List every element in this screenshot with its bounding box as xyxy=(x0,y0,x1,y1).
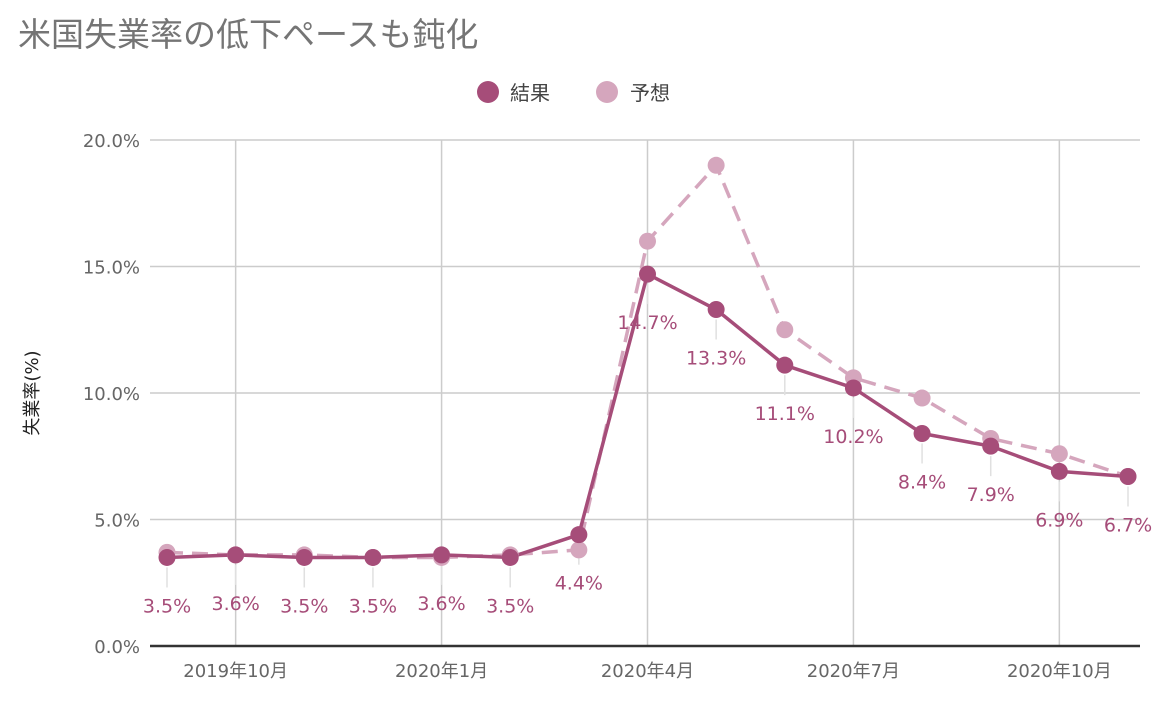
data-point-forecast xyxy=(570,541,588,559)
data-label: 11.1% xyxy=(755,403,815,425)
data-label: 3.6% xyxy=(212,593,260,615)
data-label: 7.9% xyxy=(967,484,1015,506)
data-label: 3.5% xyxy=(280,595,328,617)
data-point-forecast xyxy=(639,232,656,250)
data-point-result xyxy=(364,548,382,566)
chart-title: 米国失業率の低下ペースも鈍化 xyxy=(18,15,478,54)
data-point-result xyxy=(639,265,656,283)
legend: 結果 予想 xyxy=(477,81,670,105)
data-point-result xyxy=(776,356,794,374)
data-point-result xyxy=(982,437,1000,455)
y-tick-label: 20.0% xyxy=(83,131,140,152)
data-label: 6.7% xyxy=(1104,514,1152,536)
legend-marker-result xyxy=(477,81,499,103)
data-label: 3.5% xyxy=(143,595,191,617)
legend-label-result: 結果 xyxy=(510,81,550,105)
y-tick-label: 10.0% xyxy=(83,384,140,405)
y-tick-label: 5.0% xyxy=(94,511,140,532)
x-tick-label: 2019年10月 xyxy=(183,661,288,682)
data-point-forecast xyxy=(1050,445,1068,463)
data-point-forecast xyxy=(913,389,931,407)
x-tick-label: 2020年10月 xyxy=(1007,661,1112,682)
data-label: 3.6% xyxy=(417,593,465,615)
data-label: 13.3% xyxy=(686,348,746,370)
data-point-result xyxy=(227,546,245,564)
data-label: 3.5% xyxy=(349,595,397,617)
data-label: 6.9% xyxy=(1035,509,1083,531)
data-point-result xyxy=(570,526,588,544)
legend-marker-forecast xyxy=(596,81,618,103)
y-tick-label: 15.0% xyxy=(83,258,140,279)
data-point-forecast xyxy=(776,321,794,339)
data-point-result xyxy=(1050,462,1068,480)
data-point-result xyxy=(501,548,519,566)
data-point-result xyxy=(433,546,451,564)
data-point-result xyxy=(913,424,931,442)
data-point-result xyxy=(295,548,313,566)
data-label: 10.2% xyxy=(823,426,883,448)
data-point-result xyxy=(707,301,725,319)
x-tick-label: 2020年1月 xyxy=(395,661,488,682)
legend-label-forecast: 予想 xyxy=(630,81,670,105)
x-tick-label: 2020年7月 xyxy=(807,661,900,682)
data-label: 14.7% xyxy=(617,312,677,334)
y-tick-label: 0.0% xyxy=(94,637,140,658)
data-point-forecast xyxy=(707,156,725,174)
data-point-result xyxy=(1119,467,1137,485)
data-label: 8.4% xyxy=(898,471,946,493)
data-point-result xyxy=(844,379,862,397)
x-tick-label: 2020年4月 xyxy=(601,661,694,682)
y-axis-label: 失業率(%) xyxy=(22,350,43,435)
data-point-result xyxy=(158,548,176,566)
data-label: 3.5% xyxy=(486,595,534,617)
data-label: 4.4% xyxy=(555,573,603,595)
